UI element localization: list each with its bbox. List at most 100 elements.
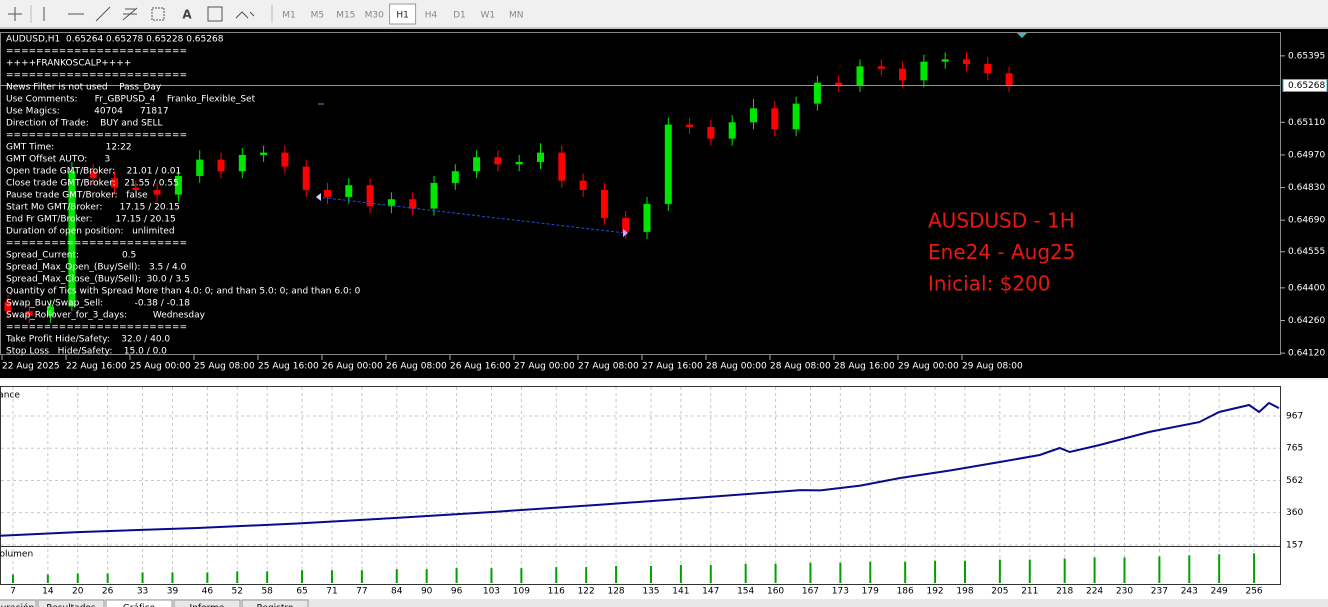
- trade-tick-label: 154: [737, 587, 754, 597]
- candle-body: [643, 203, 651, 232]
- timeframe-label[interactable]: W1: [480, 11, 495, 21]
- time-label: 22 Aug 2025: [2, 362, 60, 372]
- trade-tick-label: 58: [261, 587, 273, 597]
- candle-body: [537, 152, 544, 162]
- timeframe-label[interactable]: MN: [509, 11, 524, 21]
- candle-body: [813, 82, 821, 104]
- timeframe-label[interactable]: M1: [282, 11, 296, 21]
- volume-bar: [1063, 558, 1066, 583]
- volume-bar: [1158, 556, 1161, 583]
- volume-bar: [869, 561, 872, 583]
- timeframe-button[interactable]: [361, 4, 388, 24]
- candle-body: [196, 159, 204, 176]
- candle-body: [281, 152, 289, 167]
- timeframe-label[interactable]: M30: [365, 11, 384, 21]
- candle-body: [302, 166, 310, 190]
- timeframe-button[interactable]: [389, 3, 417, 25]
- tab-label[interactable]: Resultados: [46, 604, 96, 607]
- timeframe-button[interactable]: [276, 4, 302, 24]
- channel-icon[interactable]: [151, 7, 165, 21]
- arrows-icon[interactable]: [235, 11, 255, 19]
- timeframe-button[interactable]: [418, 4, 444, 24]
- info-line: Swap_Buy/Swap_Sell: -0.38 / -0.18: [6, 299, 190, 309]
- volume-bar: [455, 568, 458, 583]
- candle-body: [153, 189, 161, 195]
- crosshair-icon[interactable]: [8, 7, 22, 21]
- volume-bar: [395, 569, 398, 583]
- trade-tick-label: 128: [607, 587, 624, 597]
- candle-body: [899, 68, 907, 81]
- trade-tick-label: 84: [391, 587, 403, 597]
- tab-label[interactable]: Registro: [257, 604, 294, 607]
- timeframe-button[interactable]: [332, 4, 359, 24]
- trade-tick-label: 243: [1181, 587, 1198, 597]
- timeframe-label[interactable]: D1: [453, 11, 466, 21]
- info-line: Swap_Rollover_for_3_days: Wednesday: [6, 311, 206, 321]
- trade-tick-label: 135: [642, 587, 659, 597]
- balance-tick-label: 967: [1286, 412, 1303, 422]
- tab-label[interactable]: Informe: [190, 604, 225, 607]
- balance-tick-label: 562: [1286, 476, 1303, 486]
- time-label: 27 Aug 16:00: [642, 362, 703, 372]
- balance-tick-label: 360: [1286, 508, 1303, 518]
- timeframe-label[interactable]: M5: [311, 11, 325, 21]
- info-line: ========================: [6, 71, 187, 81]
- trade-tick-label: 7: [10, 587, 16, 597]
- tab[interactable]: [105, 599, 173, 607]
- timeframe-button[interactable]: [446, 4, 473, 24]
- candle-body: [132, 187, 140, 190]
- trade-tick-label: 109: [513, 587, 530, 597]
- volume-bar: [1123, 557, 1126, 583]
- tab-label[interactable]: Configuración: [0, 603, 34, 607]
- volume-bar: [425, 569, 428, 583]
- trade-tick-label: 20: [72, 587, 84, 597]
- timeframe-button[interactable]: [474, 4, 501, 24]
- tab[interactable]: [241, 599, 309, 607]
- trade-tick-label: 167: [802, 587, 819, 597]
- volume-label: Volumen: [0, 550, 33, 560]
- candle-body: [409, 199, 417, 209]
- tab-label[interactable]: Gráfico: [123, 604, 156, 607]
- trade-tick-label: 122: [578, 587, 595, 597]
- time-label: 29 Aug 00:00: [898, 362, 959, 372]
- timeframe-label[interactable]: M15: [336, 11, 355, 21]
- candle-body: [260, 152, 268, 155]
- info-line: ++++FRANKOSCALP++++: [6, 59, 131, 69]
- text-tool[interactable]: A: [182, 8, 192, 22]
- timeframe-label[interactable]: H4: [425, 11, 438, 21]
- trade-open-arrow: [316, 193, 321, 201]
- time-label: 26 Aug 08:00: [386, 362, 447, 372]
- price-tick-label: 0.64830: [1288, 183, 1325, 193]
- tab[interactable]: [0, 599, 37, 607]
- time-label: 28 Aug 00:00: [706, 362, 767, 372]
- fibo-icon[interactable]: [122, 7, 138, 21]
- timeframe-label[interactable]: H1: [396, 11, 409, 21]
- candle-body: [324, 189, 331, 197]
- info-line: Open trade GMT/Broker: 21.01 / 0.01: [6, 167, 181, 177]
- price-tick-label: 0.64970: [1288, 150, 1325, 160]
- info-line: Pause trade GMT/Broker: false: [6, 191, 148, 201]
- label-icon[interactable]: [207, 6, 223, 22]
- volume-bar: [839, 562, 842, 583]
- tab[interactable]: [173, 599, 241, 607]
- tab[interactable]: [37, 599, 105, 607]
- candle-body: [686, 124, 694, 127]
- candle-body: [792, 103, 800, 130]
- volume-bar: [1253, 553, 1256, 583]
- price-chart: [0, 29, 1328, 378]
- volume-bar: [141, 572, 144, 583]
- trendline-icon[interactable]: [95, 6, 111, 22]
- timeframe-button[interactable]: [304, 4, 331, 24]
- volume-bar: [360, 570, 363, 583]
- balance-label: Balance: [0, 391, 20, 401]
- volume-bar: [330, 570, 333, 583]
- trade-tick-label: 103: [483, 587, 500, 597]
- trade-tick-label: 237: [1151, 587, 1168, 597]
- trade-tick-label: 46: [202, 587, 214, 597]
- volume-bar: [679, 564, 682, 583]
- candle-body: [4, 301, 12, 312]
- timeframe-button[interactable]: [503, 4, 530, 24]
- balance-line: [0, 401, 1280, 537]
- candle-body: [984, 64, 992, 74]
- candle-body: [387, 199, 395, 207]
